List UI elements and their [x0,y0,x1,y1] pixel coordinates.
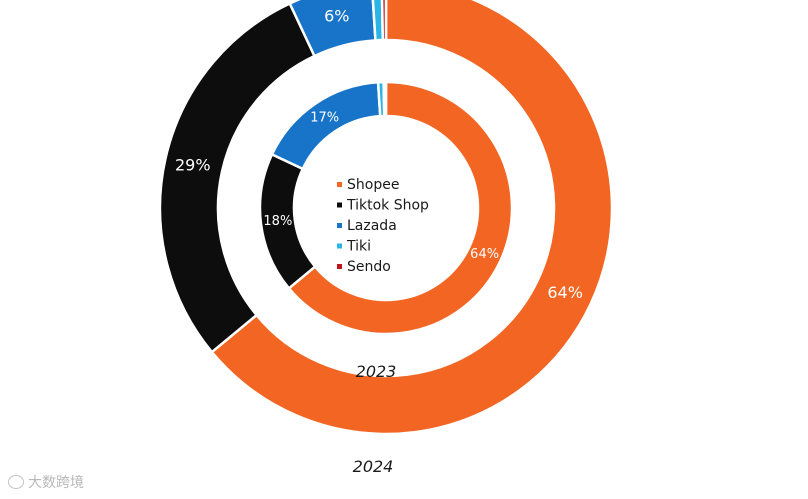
legend-swatch-tiktok-shop [337,202,342,208]
year-label-2023: 2023 [356,362,397,381]
legend-label-tiktok-shop: Tiktok Shop [346,198,429,214]
legend-swatch-tiki [337,243,342,249]
legend-label-sendo: Sendo [347,259,391,275]
legend-swatch-shopee [337,182,342,187]
legend-swatch-sendo [337,264,342,269]
watermark: 大数跨境 [8,472,84,492]
slice-2024-sendo [380,0,388,42]
slice-2023-sendo [382,80,388,118]
data-label-2024-lazada: 6% [324,7,349,26]
watermark-text: 大数跨境 [28,475,84,491]
data-label-2023-tiktok-shop: 18% [263,214,292,229]
data-label-2023-lazada: 17% [310,110,339,125]
data-label-2024-shopee: 64% [547,283,583,302]
data-label-2024-tiktok-shop: 29% [175,155,211,174]
legend-swatch-lazada [337,223,342,228]
slice-2023-lazada [270,80,382,171]
year-label-2024: 2024 [353,457,394,476]
legend-label-tiki: Tiki [346,239,371,255]
slice-2024-shopee [210,0,614,436]
data-label-2023-shopee: 64% [470,247,499,262]
watermark-logo-icon [8,475,24,489]
slice-2023-shopee [287,80,514,336]
legend-label-shopee: Shopee [347,177,399,193]
legend-label-lazada: Lazada [347,218,397,234]
